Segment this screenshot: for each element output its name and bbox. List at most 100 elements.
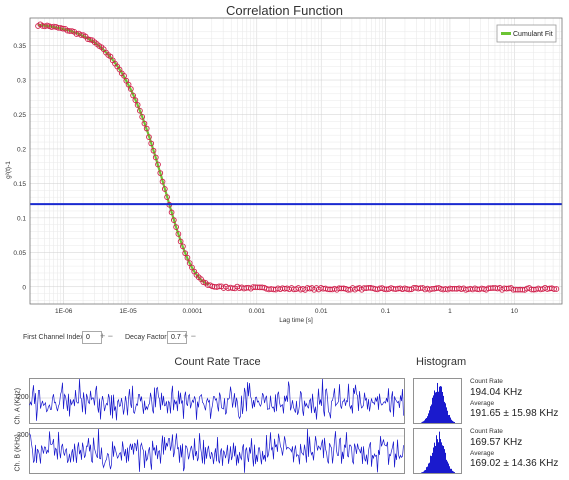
- correlation-grid: [29, 18, 562, 304]
- decay-factor-stepper[interactable]: + −: [183, 331, 197, 341]
- histogram-bar: [434, 390, 435, 423]
- ch-a-tick-label: 200: [17, 394, 29, 401]
- histogram-bar: [421, 472, 422, 473]
- histogram-bar: [444, 449, 445, 473]
- histogram-bar: [427, 466, 428, 473]
- histogram-bar: [427, 416, 428, 423]
- first-channel-stepper[interactable]: + −: [100, 331, 114, 341]
- measured-point: [137, 107, 143, 114]
- histogram-bar: [432, 397, 433, 423]
- measured-point: [127, 86, 134, 92]
- y-tick-label: 0.25: [13, 112, 26, 119]
- histogram-b-bars: [421, 431, 455, 473]
- ch-a-trace-line: [29, 378, 404, 421]
- histogram-bar: [431, 404, 432, 423]
- x-tick-label: 0.01: [315, 308, 328, 315]
- histogram-bar: [447, 461, 448, 473]
- histogram-bar: [450, 468, 451, 473]
- histogram-title: Histogram: [416, 356, 467, 368]
- histogram-bar: [450, 417, 451, 423]
- histogram-bar: [422, 421, 423, 423]
- first-channel-input[interactable]: 0: [82, 331, 102, 344]
- count-rate-title: Count Rate Trace: [174, 356, 261, 368]
- histogram-bar: [443, 395, 444, 423]
- histogram-bar: [422, 472, 423, 473]
- histogram-bar: [452, 470, 453, 473]
- measured-point: [134, 102, 141, 108]
- y-tick-label: 0.35: [13, 43, 26, 50]
- correlation-tick-labels: 1E-06 1E-05 0.0001 0.001 0.01 0.1 1 10 0 0.05 0.1 0…: [13, 43, 518, 315]
- histogram-a-plot: [413, 378, 462, 424]
- histogram-a-bars: [421, 382, 455, 423]
- y-tick-label: 0.3: [17, 78, 26, 85]
- measured-point: [180, 243, 186, 250]
- measured-point: [132, 97, 139, 103]
- histogram-bar: [446, 459, 447, 473]
- histogram-bar: [435, 392, 436, 423]
- histogram-bar: [439, 431, 440, 473]
- count-rate-b-label: Count Rate: [470, 428, 503, 435]
- measured-point: [177, 238, 184, 245]
- histogram-bar: [441, 386, 442, 423]
- histogram-bar: [442, 445, 443, 473]
- histogram-bar: [440, 386, 441, 423]
- y-tick-label: 0.15: [13, 181, 26, 188]
- count-rate-a-value: 194.04 KHz: [470, 387, 523, 398]
- ch-b-trace-plot: [29, 428, 405, 474]
- histogram-bar: [449, 466, 450, 473]
- measured-point: [146, 134, 152, 140]
- measured-point: [150, 147, 157, 154]
- histogram-bar: [434, 442, 435, 473]
- histogram-bar: [435, 445, 436, 473]
- measured-point: [173, 224, 179, 230]
- histogram-bar: [438, 391, 439, 423]
- histogram-bar: [448, 415, 449, 423]
- histogram-bar: [433, 395, 434, 423]
- measured-point: [186, 260, 193, 266]
- ch-a-trace-plot: [29, 378, 405, 424]
- legend-fit-label: Cumulant Fit: [513, 31, 553, 38]
- average-b-value: 169.02 ± 14.36 KHz: [470, 458, 559, 469]
- measured-point: [175, 231, 182, 237]
- histogram-bar: [437, 439, 438, 473]
- measured-point: [148, 140, 155, 147]
- y-tick-label: 0.1: [17, 215, 26, 222]
- histogram-bar: [448, 463, 449, 473]
- histogram-bar: [451, 419, 452, 423]
- histogram-bar: [453, 421, 454, 423]
- histogram-bar: [451, 468, 452, 473]
- measured-points-series: [35, 21, 560, 293]
- histogram-bar: [439, 386, 440, 423]
- decay-factor-input[interactable]: 0.7: [167, 331, 187, 344]
- average-a-value: 191.65 ± 15.98 KHz: [470, 408, 559, 419]
- x-tick-label: 1: [448, 308, 452, 315]
- chart-legend: Cumulant Fit: [496, 24, 557, 43]
- decay-factor-label: Decay Factor: [125, 334, 167, 341]
- measured-point: [161, 186, 168, 192]
- y-axis-label: g²(t)-1: [5, 161, 12, 179]
- measured-point: [168, 209, 175, 216]
- cumulant-fit-series: [37, 23, 210, 286]
- histogram-bar: [445, 452, 446, 473]
- y-tick-label: 0.05: [13, 250, 26, 257]
- y-tick-label: 0.2: [17, 146, 26, 153]
- count-rate-a-label: Count Rate: [470, 378, 503, 385]
- histogram-bar: [440, 439, 441, 473]
- first-channel-label: First Channel Index: [23, 334, 84, 341]
- histogram-bar: [445, 403, 446, 423]
- histogram-bar: [442, 391, 443, 423]
- measured-point: [184, 254, 191, 261]
- histogram-bar: [424, 420, 425, 423]
- histogram-bar: [452, 420, 453, 423]
- histogram-bar: [438, 442, 439, 473]
- x-tick-label: 1E-06: [55, 308, 73, 315]
- x-tick-label: 0.1: [381, 308, 390, 315]
- correlation-title: Correlation Function: [225, 3, 344, 18]
- histogram-bar: [428, 463, 429, 473]
- measured-point: [143, 125, 150, 132]
- measured-point: [164, 194, 170, 200]
- measured-point: [155, 161, 161, 168]
- measured-point: [60, 25, 66, 32]
- histogram-bar: [436, 391, 437, 423]
- fit-line: [37, 23, 210, 286]
